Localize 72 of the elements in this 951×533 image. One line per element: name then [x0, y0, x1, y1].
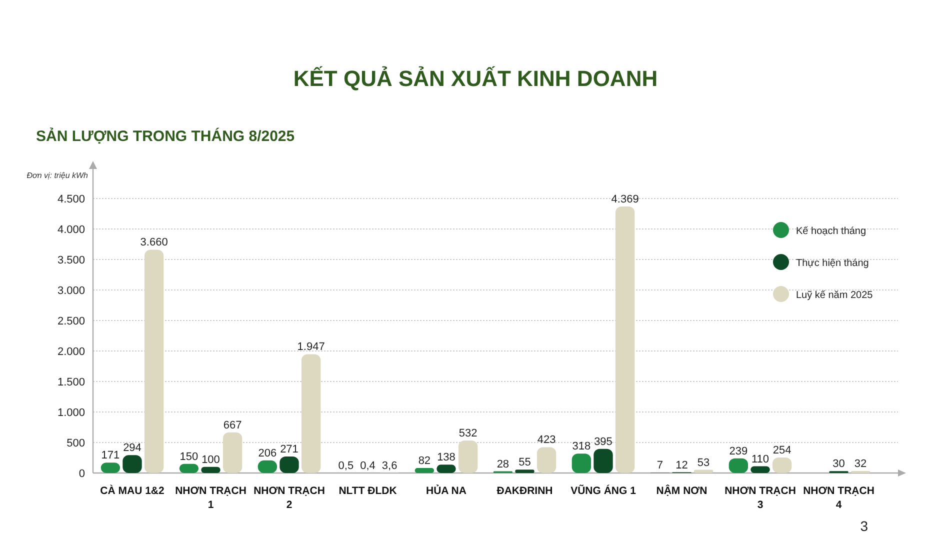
data-label: 395 [594, 436, 612, 448]
data-label: 150 [180, 450, 198, 463]
bar [694, 470, 714, 473]
bar [222, 432, 242, 473]
bar [750, 466, 770, 473]
data-label: 318 [572, 440, 591, 453]
bar [144, 250, 164, 473]
y-tick-label: 2.000 [57, 346, 85, 358]
data-label: 239 [729, 445, 748, 458]
bar [615, 206, 635, 473]
bar [414, 468, 434, 473]
x-tick-label: NHƠN TRẠCH 3 [724, 485, 796, 511]
chart-subtitle: SẢN LƯỢNG TRONG THÁNG 8/2025 [36, 127, 295, 145]
x-tick-label: HỦA NA [426, 484, 467, 497]
data-label: 206 [258, 447, 277, 460]
data-label: 82 [418, 455, 431, 467]
data-label: 100 [202, 454, 220, 466]
data-label: 110 [751, 453, 770, 466]
x-tick-label: VŨNG ÁNG 1 [570, 484, 636, 497]
y-tick-label: 3.000 [57, 285, 85, 297]
data-label: 30 [832, 458, 845, 470]
data-label: 667 [223, 419, 242, 432]
legend-label: Luỹ kế năm 2025 [796, 290, 874, 301]
text: 3 [860, 518, 868, 533]
data-label: 28 [496, 458, 510, 470]
bar [201, 466, 220, 473]
y-tick-label: 1.000 [57, 407, 85, 419]
data-label: 423 [537, 434, 556, 446]
data-label: 254 [772, 444, 792, 457]
y-tick-label: 500 [66, 438, 85, 450]
data-label: 3.660 [140, 236, 168, 249]
bar [572, 454, 592, 473]
y-axis-title: Đơn vị: triệu kWh [26, 171, 89, 180]
y-tick-label: 3.500 [57, 254, 85, 266]
y-tick-label: 2.500 [57, 316, 85, 328]
data-label: 138 [437, 452, 456, 464]
y-tick-label: 0 [78, 468, 85, 480]
y-tick-label: 4.000 [57, 224, 85, 236]
y-tick-label: 1.500 [57, 376, 85, 388]
x-tick-label: CÀ MAU 1&2 [100, 484, 164, 497]
x-tick-label: NẬM NƠN [656, 484, 708, 497]
x-tick-label: NHƠN TRẠCH 1 [175, 485, 246, 511]
data-label: 7 [656, 460, 664, 472]
data-label: 171 [101, 450, 120, 462]
x-tick-label: NLTT ĐLDK [338, 485, 398, 497]
bar [515, 470, 534, 473]
bar [594, 448, 613, 473]
data-label: 0,5 [338, 460, 354, 472]
bar [301, 354, 321, 473]
x-tick-label: NHƠN TRẠCH 4 [803, 485, 874, 511]
bar [458, 440, 478, 473]
legend-label: Kế hoạch tháng [796, 226, 866, 237]
data-label: 55 [518, 456, 531, 469]
x-tick-label: NHƠN TRẠCH 2 [254, 485, 325, 511]
data-label: 4.369 [611, 193, 639, 206]
chart-title: KẾT QUẢ SẢN XUẤT KINH DOANH [293, 66, 658, 91]
data-label: 3,6 [382, 460, 398, 472]
bar [436, 464, 456, 473]
data-label: 1.947 [297, 341, 325, 354]
bar [280, 456, 299, 473]
data-label: 12 [676, 459, 688, 472]
x-tick-label: ĐAKĐRINH [496, 485, 553, 497]
bar [122, 455, 142, 473]
data-label: 32 [854, 458, 867, 470]
bar [536, 447, 556, 473]
legend-label: Thực hiện tháng [796, 258, 869, 269]
data-label: 0,4 [360, 460, 376, 472]
y-tick-label: 4.500 [57, 194, 85, 206]
data-label: 53 [697, 456, 710, 469]
data-label: 532 [458, 428, 478, 440]
data-label: 271 [280, 443, 298, 456]
data-label: 294 [123, 442, 142, 454]
